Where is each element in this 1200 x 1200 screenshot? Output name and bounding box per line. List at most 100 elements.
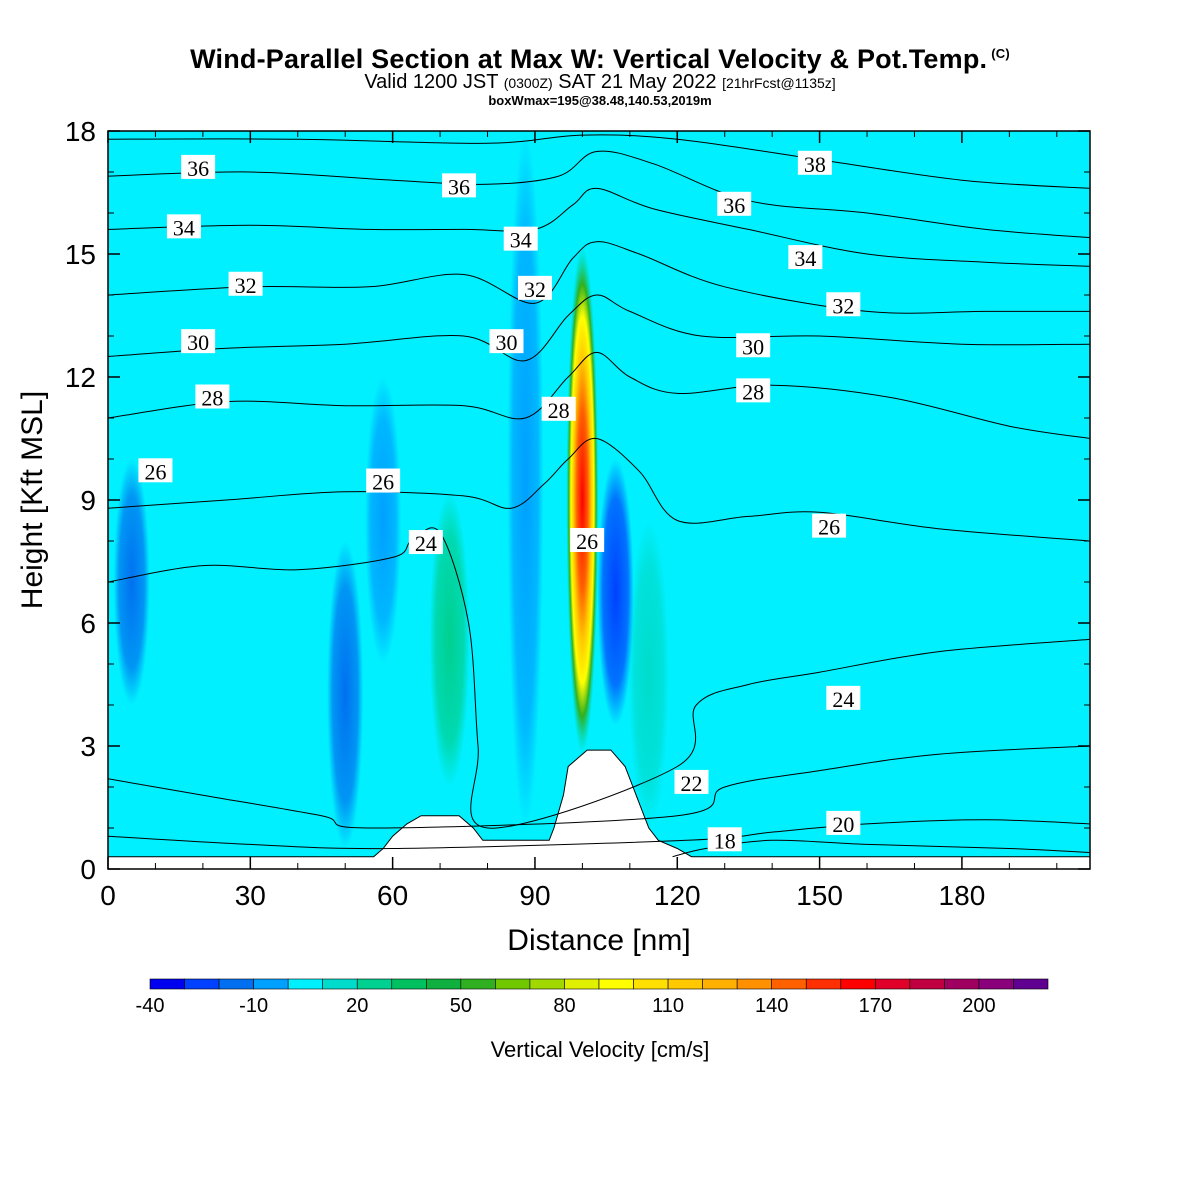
theta-contour-layer [108,134,1090,858]
contour-label: 38 [797,150,832,177]
contour-label: 26 [366,468,401,495]
contour-label: 34 [788,245,823,271]
colorbar-swatch [426,978,462,990]
x-tick-label: 150 [796,880,843,911]
subtitle-date: SAT 21 May 2022 [558,71,717,93]
chart-subtitle: Valid 1200 JST (0300Z) SAT 21 May 2022 [… [0,71,1200,94]
theta-contour-34 [108,187,1090,267]
contour-label: 24 [408,530,443,556]
velocity-feature-downdraft [327,541,364,849]
colorbar-swatch [253,978,289,990]
colorbar-swatch [805,978,842,990]
colorbar-tick-label: 20 [346,995,368,1017]
chart-title: Wind-Parallel Section at Max W: Vertical… [0,44,1200,75]
y-tick-label: 12 [65,362,96,393]
contour-label-layer: 36 34 32 30 28 26 36 34 32 30 28 26 24 26 38 36 34 32 30 28… [138,150,861,853]
velocity-feature-updraft [628,520,669,828]
contour-label-text: 36 [187,156,209,181]
theta-contour-28 [108,351,1090,439]
colorbar-swatch [909,978,945,990]
velocity-feature-updraft [566,245,599,755]
contour-label: 36 [717,191,752,218]
contour-label-text: 20 [832,812,854,837]
contour-label-text: 24 [832,687,854,712]
y-tick-label: 3 [80,731,96,762]
contour-label: 32 [228,271,263,298]
x-tick-label: 180 [939,880,986,911]
colorbar-swatch [322,978,358,990]
contour-label-text: 30 [495,330,517,355]
chart-title-text: Wind-Parallel Section at Max W: Vertical… [190,44,988,74]
contour-label-text: 28 [548,398,570,423]
colorbar-tick-label: 80 [553,995,575,1017]
colorbar-swatch [218,978,254,990]
colorbar-title: Vertical Velocity [cm/s] [491,1037,710,1062]
contour-label: 26 [570,528,605,554]
contour-label: 34 [503,226,538,253]
terrain-polygon [108,749,1090,869]
theta-contour-18 [672,839,1090,858]
theta-contour-30 [108,294,1090,362]
colorbar-swatch [840,978,876,990]
x-tick-label: 90 [519,880,550,911]
velocity-feature-downdraft [507,131,544,828]
chart-title-tag: (C) [991,46,1010,61]
colorbar-swatch [287,978,323,990]
colorbar-swatch [356,978,393,990]
contour-label-text: 26 [144,459,166,484]
contour-label: 26 [138,458,173,484]
colorbar-swatch [875,978,911,990]
contour-label: 18 [707,827,742,853]
contour-label-text: 22 [681,771,703,796]
colorbar: -40 -10 20 50 80 110 140 170 200 [136,978,1049,1017]
colorbar-tick-label: 140 [755,995,788,1017]
velocity-feature-downdraft [597,459,634,726]
colorbar-swatch [184,978,220,990]
contour-label-text: 36 [723,193,745,218]
velocity-feature-downdraft [113,459,150,705]
theta-contour-22 [108,745,1090,829]
plot-area: 36 34 32 30 28 26 36 34 32 30 28 26 24 26 38 36 34 32 30 28… [108,131,1090,869]
contour-label: 34 [166,214,201,240]
contour-label: 30 [489,329,524,355]
contour-label-text: 32 [832,293,854,318]
contour-label: 32 [826,292,861,318]
colorbar-tick-label: -10 [239,995,268,1017]
contour-label-text: 26 [576,529,598,554]
contour-label: 30 [181,329,216,355]
contour-label-text: 32 [524,277,546,302]
theta-contour-24 [108,527,1090,829]
subtitle-utc: (0300Z) [503,75,553,91]
colorbar-swatch [529,978,565,990]
colorbar-tick-label: 170 [859,995,892,1017]
theta-contour-38 [108,134,1090,189]
theta-contour-32 [108,241,1090,314]
velocity-feature-downdraft [365,377,402,664]
contour-label-text: 34 [794,246,816,271]
plot-background [108,131,1090,869]
contour-label: 36 [181,154,216,181]
contour-label: 26 [812,513,847,540]
colorbar-swatch [391,978,427,990]
chart-subtitle-box: boxWmax=195@38.48,140.53,2019m [488,93,712,108]
contour-label-text: 36 [448,174,470,199]
contour-label: 24 [826,685,861,712]
colorbar-swatch [598,978,634,990]
colorbar-swatch [633,978,669,990]
y-tick-label: 9 [80,485,96,516]
x-tick-label: 0 [100,880,116,911]
contour-label: 32 [517,275,552,302]
colorbar-swatch [978,978,1014,990]
y-tick-label: 6 [80,608,96,639]
x-tick-label: 120 [654,880,701,911]
y-tick-label: 15 [65,239,96,270]
colorbar-tick-label: 110 [652,995,684,1017]
contour-label-text: 34 [510,228,532,253]
y-axis-title: Height [Kft MSL] [16,391,49,609]
velocity-fill-layer [113,131,669,849]
contour-label-text: 26 [818,515,840,540]
contour-label-text: 30 [742,334,764,359]
colorbar-swatch [944,978,980,990]
colorbar-swatch [495,978,531,990]
contour-label-text: 38 [804,152,826,177]
